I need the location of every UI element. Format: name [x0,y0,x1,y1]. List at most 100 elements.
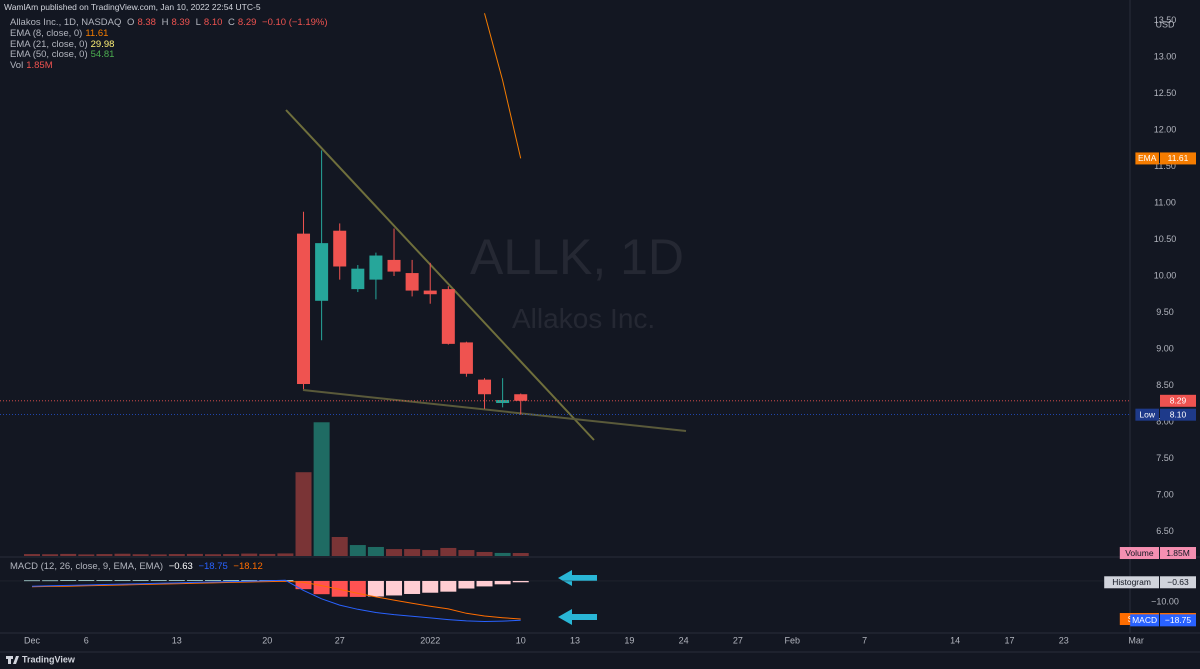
candle-body [369,255,383,280]
candle-body [496,400,510,403]
price-pane [24,13,529,556]
candle-body [478,379,492,395]
macd-histogram-bar [223,580,240,581]
volume-bar [42,554,59,556]
currency: USD [1155,19,1175,29]
watermark-symbol: ALLK, 1D [470,229,685,285]
badge-name-box [1119,547,1159,560]
badge-name-box [1104,576,1159,589]
candle-body [315,243,329,301]
y-tick-label: 8.00 [1156,416,1174,426]
x-tick-label: 13 [570,635,580,645]
indicator-row: EMA (8, close, 0) 11.61 [10,28,111,39]
y-tick-label: 12.00 [1154,124,1177,134]
x-tick-label: 13 [172,635,182,645]
volume-bar [168,554,185,556]
macd-histogram-bar [114,580,131,581]
badge [1160,547,1196,560]
macd-histogram-bar [186,580,203,581]
macd-histogram-bar [331,580,348,597]
ema-line [484,13,522,159]
volume-bar [494,552,511,556]
volume-bar [295,472,312,556]
badge-value: 1.85M [1166,548,1190,558]
macd-histogram-bar [96,580,113,581]
macd-histogram-bar [168,580,185,581]
x-tick-label: 10 [516,635,526,645]
ohlc-value: 8.10 [203,17,223,28]
x-tick-label: 20 [262,635,272,645]
indicator-value: 29.98 [90,38,115,50]
y-tick-label: 9.50 [1156,307,1174,317]
badge-name: MACD [1132,615,1157,625]
macd-value: −0.63 [168,561,193,572]
x-tick-label: Mar [1128,635,1144,645]
x-tick-label: 27 [733,635,743,645]
ohlc-key: H [161,17,169,28]
badge-name: Volume [1125,548,1154,558]
y-tick-label: 10.50 [1154,234,1177,244]
volume-bar [259,553,276,556]
macd-tick-label: −10.00 [1151,596,1179,606]
indicator-name: Vol [10,59,24,71]
change: −0.10 (−1.19%) [262,17,328,28]
macd-histogram-bar [295,580,312,590]
x-tick-label: 27 [335,635,345,645]
volume-bar [440,547,457,556]
volume-bar [205,554,222,556]
volume-bar [114,553,131,556]
volume-bar [313,422,330,556]
y-tick-label: 8.50 [1156,380,1174,390]
volume-bar [24,554,41,556]
y-tick-label: 11.00 [1154,197,1176,207]
x-tick-label: 24 [679,635,689,645]
volume-bar [60,553,77,556]
volume-bar [386,549,403,556]
candle-body [387,259,401,272]
indicator-row: EMA (21, close, 0) 29.98 [10,39,117,50]
volume-bar [241,553,258,556]
volume-bar [132,554,149,556]
y-tick-label: 13.50 [1154,15,1177,25]
volume-bar [150,554,167,556]
ohlc-key: C [228,17,235,28]
volume-bar [96,554,113,556]
y-tick-label: 7.00 [1156,489,1174,499]
candle-body [441,289,455,344]
ohlc-value: 8.38 [137,17,156,28]
volume-bar [331,536,348,556]
macd-value: −18.12 [233,561,263,572]
indicator-name: EMA (50, close, 0) [10,49,88,60]
x-tick-label: 23 [1059,635,1069,645]
macd-histogram-bar [458,580,475,589]
badge-name: Low [1139,409,1155,419]
legend-symbol-row: Allakos Inc., 1D, NASDAQ O 8.38 H 8.39 L 8.… [10,17,331,28]
x-tick-label: 6 [84,635,89,645]
macd-histogram-bar [367,580,384,597]
x-tick-label: 17 [1004,635,1014,645]
trendline [302,389,687,432]
macd-histogram-bar [42,580,59,582]
badge [1160,576,1196,589]
volume-bar [223,554,240,556]
volume-bar [367,546,384,556]
macd-histogram-bar [512,580,529,583]
byline: WamlAm published on TradingView.com, Jan… [4,2,261,12]
macd-value: −18.75 [198,561,228,572]
candle-body [333,230,347,267]
volume-bar [404,549,421,556]
x-tick-label: Dec [24,635,41,645]
macd-histogram-bar [132,580,149,581]
macd-histogram-bar [205,580,222,581]
macd-legend: MACD (12, 26, close, 9, EMA, EMA) −0.63 … [10,561,266,572]
badge-value: 8.10 [1170,409,1187,419]
indicator-row: Vol 1.85M [10,60,56,71]
candle-body [351,268,365,290]
badge-value: −18.75 [1165,615,1192,625]
macd-histogram-bar [60,580,77,581]
arrow [558,570,597,586]
y-tick-label: 7.50 [1156,453,1174,463]
ohlc-value: 8.39 [171,17,190,28]
indicator-name: EMA (21, close, 0) [10,38,88,50]
badge-name-box [1130,614,1159,627]
